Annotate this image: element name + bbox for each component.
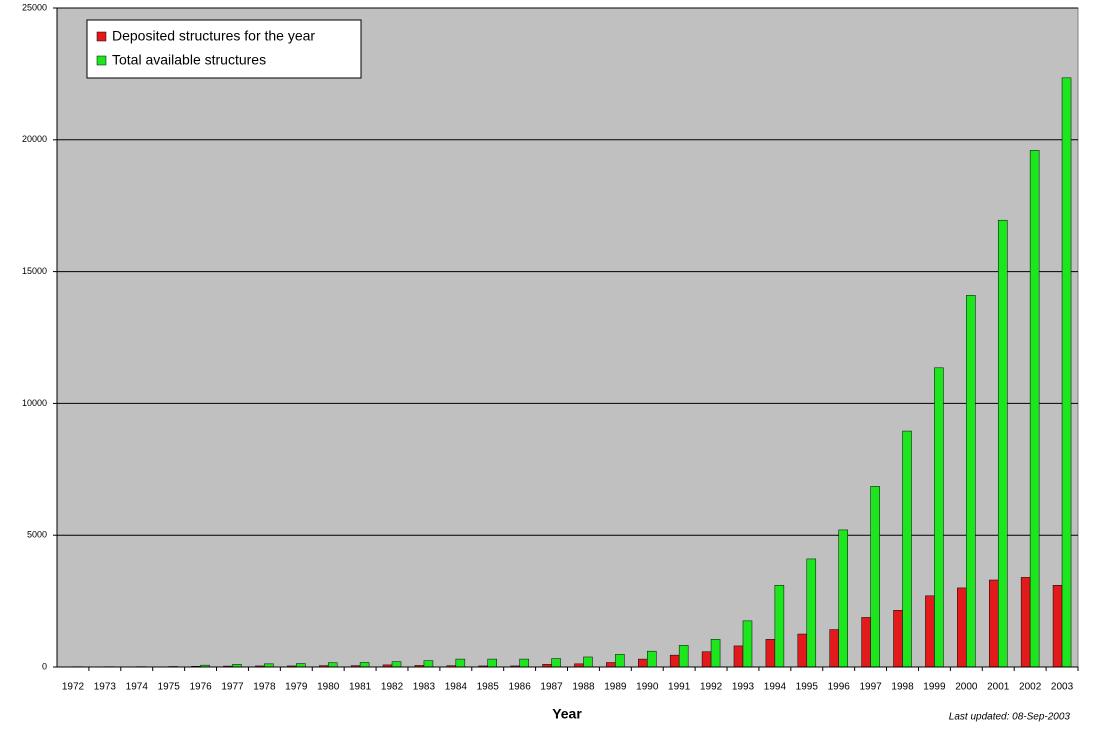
bar <box>1062 78 1071 667</box>
bar <box>583 657 592 667</box>
x-tick-label: 1983 <box>413 682 436 693</box>
y-tick-label: 25000 <box>22 2 47 12</box>
bar <box>424 661 433 667</box>
x-tick-label: 1988 <box>572 682 595 693</box>
bar <box>520 659 529 667</box>
x-tick-label: 1981 <box>349 682 372 693</box>
x-tick-label: 1995 <box>796 682 819 693</box>
bar <box>862 617 871 667</box>
bar <box>934 368 943 667</box>
bar <box>1021 577 1030 667</box>
y-tick-label: 15000 <box>22 266 47 276</box>
x-tick-label: 1990 <box>636 682 659 693</box>
bar <box>647 651 656 667</box>
bar <box>734 646 743 667</box>
bar <box>615 654 624 667</box>
plot-area <box>57 8 1078 667</box>
bar <box>871 486 880 667</box>
bar <box>1030 150 1039 667</box>
bar <box>360 663 369 667</box>
x-tick-label: 1986 <box>509 682 532 693</box>
x-tick-label: 1989 <box>604 682 627 693</box>
y-tick-label: 5000 <box>27 530 47 540</box>
bar <box>998 220 1007 667</box>
legend-label: Total available structures <box>112 52 266 68</box>
bar <box>807 559 816 667</box>
x-tick-label: 1976 <box>189 682 212 693</box>
bar <box>670 655 679 667</box>
bar <box>830 630 839 667</box>
y-tick-label: 20000 <box>22 134 47 144</box>
bar <box>903 431 912 667</box>
x-axis-label: Year <box>552 706 582 722</box>
x-tick-label: 1994 <box>764 682 787 693</box>
bar <box>638 659 647 667</box>
x-tick-label: 1998 <box>891 682 914 693</box>
bar <box>1053 585 1062 667</box>
x-tick-label: 1992 <box>700 682 723 693</box>
x-tick-label: 1974 <box>126 682 149 693</box>
bar <box>679 645 688 667</box>
x-tick-label: 1987 <box>540 682 563 693</box>
x-tick-label: 1978 <box>253 682 276 693</box>
y-tick-label: 10000 <box>22 398 47 408</box>
bar <box>392 662 401 667</box>
x-tick-label: 2003 <box>1051 682 1074 693</box>
x-tick-label: 1979 <box>285 682 308 693</box>
bar <box>328 663 337 667</box>
bar <box>798 634 807 667</box>
x-tick-label: 1993 <box>732 682 755 693</box>
x-tick-label: 1985 <box>477 682 500 693</box>
bar <box>839 530 848 667</box>
bar <box>702 652 711 667</box>
bar <box>775 585 784 667</box>
bar <box>711 639 720 667</box>
bar <box>766 639 775 667</box>
x-tick-label: 1972 <box>62 682 85 693</box>
x-tick-label: 1984 <box>445 682 468 693</box>
x-tick-label: 2000 <box>955 682 978 693</box>
bar <box>989 580 998 667</box>
bar <box>488 659 497 667</box>
x-tick-label: 1973 <box>94 682 117 693</box>
x-tick-label: 1996 <box>828 682 851 693</box>
legend-swatch <box>97 32 106 41</box>
x-tick-label: 1977 <box>221 682 244 693</box>
legend-swatch <box>97 56 106 65</box>
x-tick-label: 1980 <box>317 682 340 693</box>
bar <box>606 663 615 667</box>
note: Last updated: 08-Sep-2003 <box>949 712 1071 723</box>
legend-label: Deposited structures for the year <box>112 28 315 44</box>
bar <box>296 664 305 667</box>
x-tick-label: 1997 <box>859 682 882 693</box>
bar <box>925 596 934 667</box>
x-tick-label: 2001 <box>987 682 1010 693</box>
y-tick-label: 0 <box>42 661 47 671</box>
bar <box>966 295 975 667</box>
x-tick-label: 2002 <box>1019 682 1042 693</box>
x-tick-label: 1999 <box>923 682 946 693</box>
x-tick-label: 1991 <box>668 682 691 693</box>
bar <box>743 621 752 667</box>
x-tick-label: 1982 <box>381 682 404 693</box>
bar <box>957 588 966 667</box>
bar <box>894 610 903 667</box>
bar <box>552 659 561 667</box>
bar <box>456 659 465 667</box>
x-tick-label: 1975 <box>158 682 181 693</box>
